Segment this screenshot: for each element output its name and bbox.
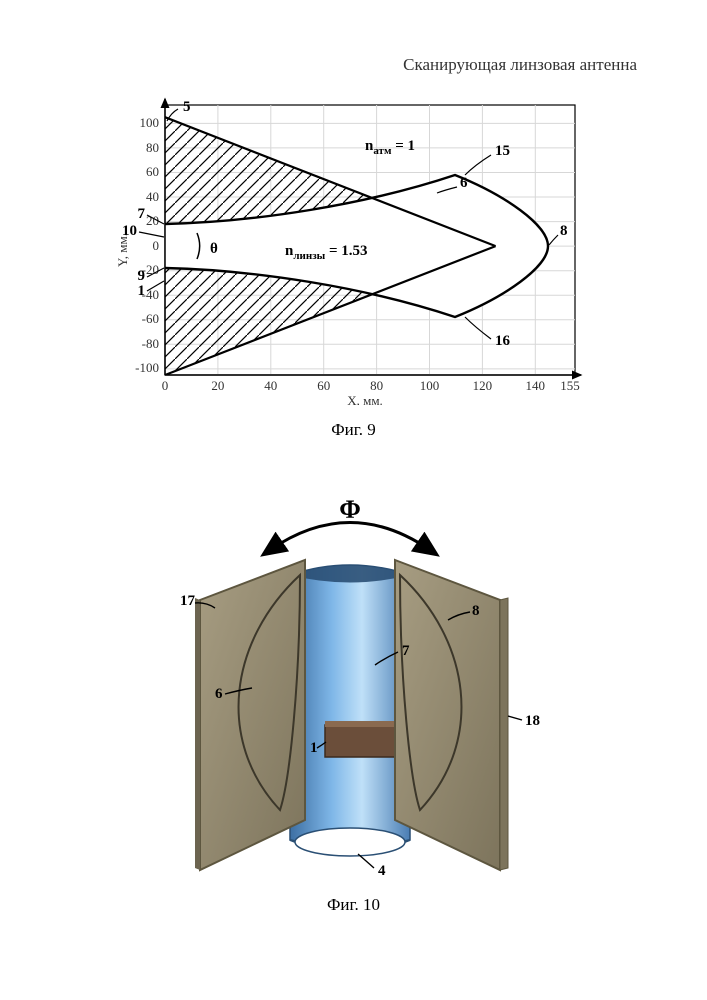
svg-text:60: 60 <box>317 378 330 393</box>
theta-label: θ <box>210 241 218 257</box>
fig9-svg: θ -100 -80 -60 -40 -20 0 20 40 60 80 100 <box>115 95 585 405</box>
page: Сканирующая линзовая антенна <box>0 0 707 1000</box>
phi-label: Φ <box>339 495 361 524</box>
svg-text:40: 40 <box>146 189 159 204</box>
svg-text:-80: -80 <box>142 336 159 351</box>
svg-text:0: 0 <box>162 378 169 393</box>
c9: 9 <box>138 268 146 284</box>
c7b: 7 <box>402 643 410 659</box>
svg-text:100: 100 <box>420 378 440 393</box>
right-panel <box>395 560 508 870</box>
x-ticks: 0 20 40 60 80 100 120 140 155 <box>162 378 580 393</box>
y-ticks: -100 -80 -60 -40 -20 0 20 40 60 80 100 <box>135 115 159 375</box>
c1: 1 <box>138 283 146 299</box>
c17: 17 <box>180 593 196 609</box>
figure-10: Φ 17 6 8 18 7 1 4 <box>140 480 560 880</box>
c1b: 1 <box>310 740 318 756</box>
c10: 10 <box>122 223 137 239</box>
c6: 6 <box>460 175 468 191</box>
svg-text:20: 20 <box>211 378 224 393</box>
phi-arc: Φ <box>270 495 430 550</box>
c8b: 8 <box>472 603 480 619</box>
c18: 18 <box>525 713 540 729</box>
svg-text:60: 60 <box>146 164 159 179</box>
svg-text:100: 100 <box>140 115 160 130</box>
svg-text:120: 120 <box>473 378 493 393</box>
fig9-caption: Фиг. 9 <box>0 420 707 440</box>
c6b: 6 <box>215 686 223 702</box>
svg-text:-60: -60 <box>142 311 159 326</box>
svg-text:155: 155 <box>560 378 580 393</box>
svg-text:40: 40 <box>264 378 277 393</box>
page-title: Сканирующая линзовая антенна <box>0 55 637 75</box>
c7: 7 <box>138 206 146 222</box>
svg-text:0: 0 <box>153 238 160 253</box>
c4: 4 <box>378 863 386 879</box>
fig10-caption: Фиг. 10 <box>0 895 707 915</box>
x-label: X, мм. <box>347 393 383 405</box>
block <box>325 721 395 757</box>
svg-text:-100: -100 <box>135 360 159 375</box>
svg-text:80: 80 <box>146 140 159 155</box>
fig10-svg: Φ 17 6 8 18 7 1 4 <box>140 480 560 880</box>
c16: 16 <box>495 333 511 349</box>
figure-9: θ -100 -80 -60 -40 -20 0 20 40 60 80 100 <box>115 95 585 405</box>
c5: 5 <box>183 99 191 115</box>
cylinder <box>290 565 410 856</box>
svg-text:80: 80 <box>370 378 383 393</box>
c8: 8 <box>560 223 568 239</box>
c15: 15 <box>495 143 510 159</box>
svg-text:140: 140 <box>526 378 546 393</box>
